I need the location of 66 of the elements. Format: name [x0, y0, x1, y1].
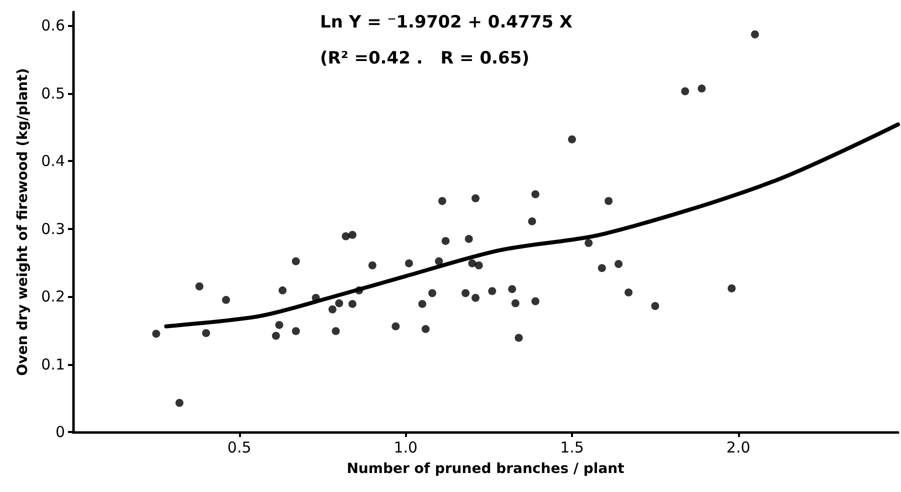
- point: [292, 257, 300, 266]
- x-tick-label: 0.5: [227, 438, 252, 456]
- point: [584, 239, 593, 247]
- point: [442, 236, 450, 245]
- point: [514, 334, 523, 342]
- x-tick-label: 1.5: [560, 438, 584, 456]
- point: [698, 84, 706, 93]
- point: [604, 197, 613, 205]
- y-tick-label: 0.4: [41, 152, 65, 170]
- point: [428, 289, 436, 298]
- y-tick-label: 0.2: [41, 288, 65, 306]
- point: [614, 260, 623, 268]
- x-axis-title: Number of pruned branches / plant: [346, 461, 625, 477]
- point: [292, 327, 300, 336]
- point: [528, 217, 536, 226]
- point: [488, 287, 496, 296]
- point: [335, 299, 344, 308]
- point: [332, 327, 340, 336]
- point: [438, 197, 446, 205]
- point: [531, 190, 540, 198]
- point: [195, 282, 204, 290]
- point: [348, 230, 356, 239]
- point: [472, 194, 480, 202]
- point: [202, 329, 210, 338]
- y-tick-label: 0.6: [41, 16, 65, 35]
- point: [472, 294, 480, 302]
- point: [404, 259, 413, 268]
- point: [728, 284, 736, 292]
- point: [750, 30, 759, 38]
- point: [624, 288, 633, 296]
- y-tick-label: 0.5: [41, 84, 65, 102]
- point: [508, 285, 516, 294]
- point: [275, 320, 284, 329]
- point: [422, 325, 430, 334]
- point: [474, 261, 483, 270]
- point: [368, 261, 376, 270]
- annotation: Ln Y = ⁻1.9702 + 0.4775 X: [320, 12, 573, 32]
- point: [598, 264, 606, 272]
- x-tick-label: 2.0: [726, 438, 750, 456]
- point: [464, 234, 473, 243]
- annotation: (R² =0.42 . R = 0.65): [320, 48, 530, 68]
- x-tick-label: 1.0: [394, 438, 418, 456]
- point: [342, 232, 350, 240]
- point: [462, 289, 470, 298]
- point: [531, 297, 540, 306]
- point: [568, 135, 576, 144]
- y-tick-label: 0.3: [41, 220, 65, 238]
- point: [222, 296, 230, 304]
- point: [328, 305, 336, 314]
- y-tick-label: 0: [55, 423, 65, 441]
- point: [175, 398, 184, 407]
- y-axis-title: Oven dry weight of firewood (kg/plant): [15, 68, 32, 376]
- point: [355, 286, 364, 294]
- point: [434, 257, 443, 266]
- point: [392, 322, 400, 330]
- point: [278, 286, 287, 294]
- point: [152, 330, 160, 338]
- point: [418, 300, 426, 308]
- point: [651, 302, 660, 310]
- point: [348, 300, 356, 308]
- point: [468, 259, 476, 268]
- line-series: [164, 122, 900, 328]
- point: [681, 87, 690, 96]
- point: [511, 299, 520, 308]
- y-tick-label: 0.1: [41, 355, 65, 374]
- point: [272, 332, 280, 340]
